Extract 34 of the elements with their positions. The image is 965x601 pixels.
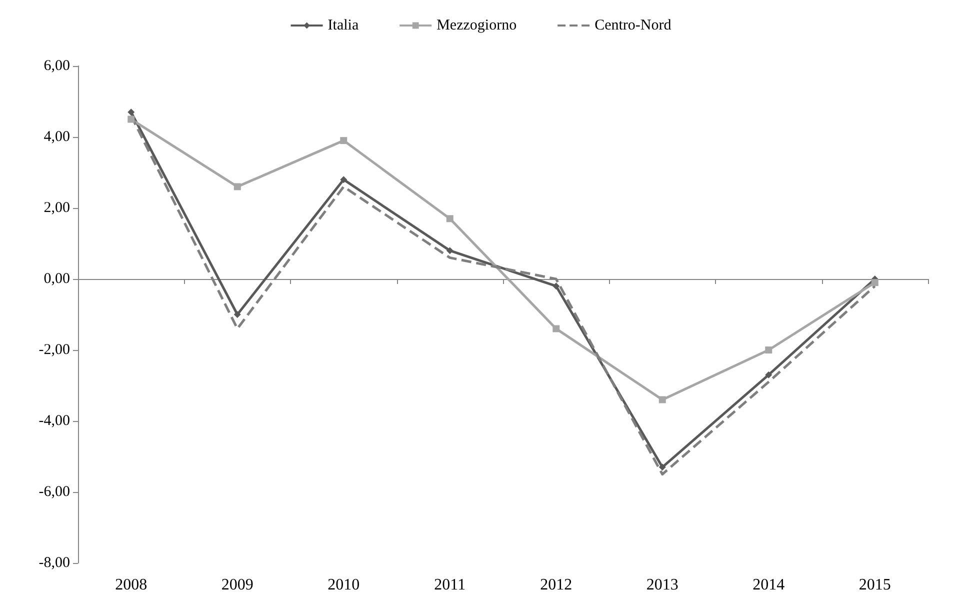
y-tick-label: 2,00 <box>44 200 70 216</box>
point <box>128 108 135 116</box>
point <box>552 282 560 290</box>
legend-label: Centro-Nord <box>594 18 672 34</box>
point <box>446 215 454 222</box>
point <box>234 183 241 190</box>
point <box>658 396 666 404</box>
y-tick-label: -4,00 <box>38 413 70 429</box>
y-tick-label: -6,00 <box>38 484 70 500</box>
point <box>871 279 878 286</box>
point <box>552 325 560 332</box>
y-tick-label: 0,00 <box>44 271 70 287</box>
point <box>765 346 772 354</box>
y-tick-label: -2,00 <box>38 342 70 358</box>
point <box>658 464 666 471</box>
x-tick-label: 2009 <box>221 576 254 594</box>
x-tick-label: 2010 <box>328 576 360 594</box>
legend-label: Italia <box>328 18 359 34</box>
y-tick-label: 4,00 <box>44 129 70 145</box>
point <box>340 137 348 144</box>
point <box>234 311 241 318</box>
x-tick-label: 2012 <box>540 576 572 594</box>
x-tick-label: 2008 <box>115 576 148 594</box>
y-tick-label: 6,00 <box>44 58 70 74</box>
x-tick-label: 2011 <box>434 576 466 594</box>
point <box>340 176 348 184</box>
x-tick-label: 2013 <box>646 576 678 594</box>
legend-label: Mezzogiorno <box>436 18 517 34</box>
x-tick-label: 2015 <box>858 576 891 594</box>
point <box>446 247 454 254</box>
point <box>128 116 135 123</box>
x-tick-label: 2014 <box>752 576 785 594</box>
y-tick-label: -8,00 <box>38 555 70 571</box>
point <box>765 371 772 378</box>
